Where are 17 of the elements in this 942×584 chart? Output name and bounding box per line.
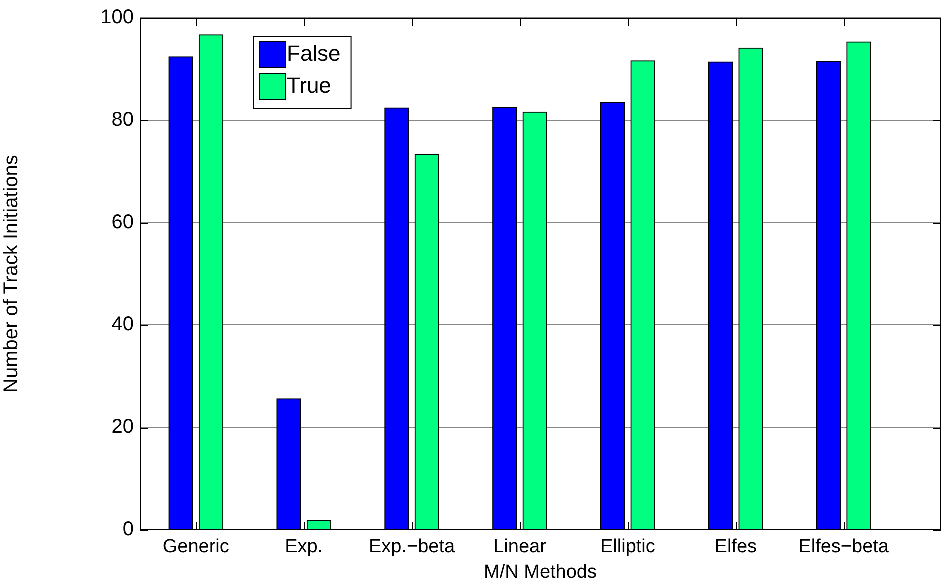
x-tick-label: Exp.−beta: [368, 536, 456, 558]
x-tick-label: Elfes: [714, 536, 758, 558]
y-tick-label: 60: [112, 211, 134, 234]
y-tick-label: 0: [122, 518, 134, 541]
x-tick-label: Linear: [494, 536, 548, 558]
y-tick-label: 80: [112, 108, 134, 131]
legend-label: False: [287, 41, 341, 66]
y-tick-label: 100: [100, 6, 134, 29]
legend-label: True: [287, 73, 332, 98]
y-axis-title: Number of Track Initiations: [0, 155, 23, 393]
y-tick-label: 20: [112, 416, 134, 438]
x-axis-title: M/N Methods: [484, 562, 597, 583]
x-tick-label: Elfes−beta: [798, 536, 890, 558]
x-tick-label: Exp.: [285, 536, 324, 558]
x-tick-label: Elliptic: [600, 536, 656, 558]
y-tick-label: 40: [112, 314, 134, 336]
x-tick-label: Generic: [162, 536, 230, 558]
